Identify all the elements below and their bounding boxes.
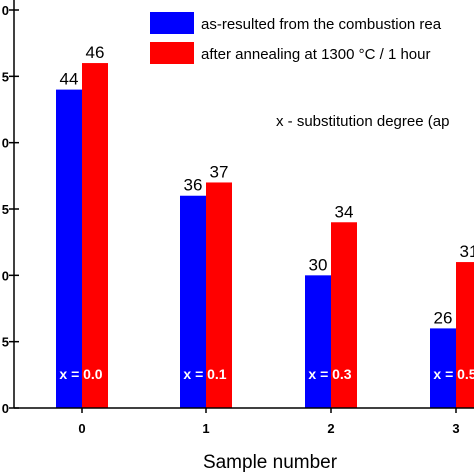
bar-annealed-sample-1 bbox=[206, 182, 232, 408]
legend: as-resulted from the combustion rea after… bbox=[150, 12, 442, 64]
value-label-annealed-sample-0: 46 bbox=[86, 43, 105, 62]
bar-as-resulted-sample-1 bbox=[180, 195, 206, 408]
y-tick-label: 5 bbox=[2, 202, 9, 217]
y-tick-label: 0 bbox=[2, 3, 9, 18]
x-axis-title: Sample number bbox=[203, 452, 338, 473]
value-label-annealed-sample-1: 37 bbox=[210, 162, 229, 181]
legend-label-annealed: after annealing at 1300 °C / 1 hour bbox=[201, 46, 431, 63]
value-label-annealed-sample-2: 34 bbox=[335, 202, 354, 221]
y-tick-label: 0 bbox=[2, 136, 9, 151]
x-tick-label-0: 0 bbox=[78, 421, 85, 436]
bar-as-resulted-sample-2 bbox=[305, 275, 331, 408]
y-tick-label: 0 bbox=[2, 268, 9, 283]
legend-swatch-as-resulted bbox=[150, 12, 194, 34]
bar-annealed-sample-2 bbox=[331, 222, 357, 408]
x-tick-label-1: 1 bbox=[202, 421, 209, 436]
substitution-annotation-2: x = 0.3 bbox=[308, 366, 351, 382]
x-tick-label-3: 3 bbox=[452, 421, 459, 436]
substitution-annotation-3: x = 0.5 bbox=[433, 366, 474, 382]
bar-as-resulted-sample-3 bbox=[430, 328, 456, 408]
y-tick-label: 0 bbox=[2, 401, 9, 416]
bar-as-resulted-sample-0 bbox=[56, 89, 82, 408]
value-labels-group: 44 46 36 37 30 34 26 31 bbox=[60, 43, 474, 327]
y-tick-label: 5 bbox=[2, 335, 9, 350]
value-label-as-resulted-sample-1: 36 bbox=[184, 176, 203, 195]
value-label-as-resulted-sample-0: 44 bbox=[60, 70, 79, 89]
legend-label-as-resulted: as-resulted from the combustion rea bbox=[201, 16, 442, 33]
bar-annealed-sample-3 bbox=[456, 262, 474, 408]
value-label-as-resulted-sample-3: 26 bbox=[434, 308, 453, 327]
substitution-note: x - substitution degree (ap bbox=[276, 113, 449, 130]
value-label-as-resulted-sample-2: 30 bbox=[309, 255, 328, 274]
value-label-annealed-sample-3: 31 bbox=[460, 242, 474, 261]
y-tick-label: 5 bbox=[2, 69, 9, 84]
x-tick-label-2: 2 bbox=[327, 421, 334, 436]
substitution-annotation-0: x = 0.0 bbox=[59, 366, 102, 382]
bar-annealed-sample-0 bbox=[82, 63, 108, 409]
substitution-annotation-1: x = 0.1 bbox=[183, 366, 226, 382]
annotations-group: x = 0.0 x = 0.1 x = 0.3 x = 0.5 bbox=[59, 366, 474, 382]
legend-swatch-annealed bbox=[150, 42, 194, 64]
bars-group bbox=[56, 63, 474, 409]
axes-group: 0 5 0 5 0 5 0 0 1 2 3 bbox=[2, 0, 474, 436]
